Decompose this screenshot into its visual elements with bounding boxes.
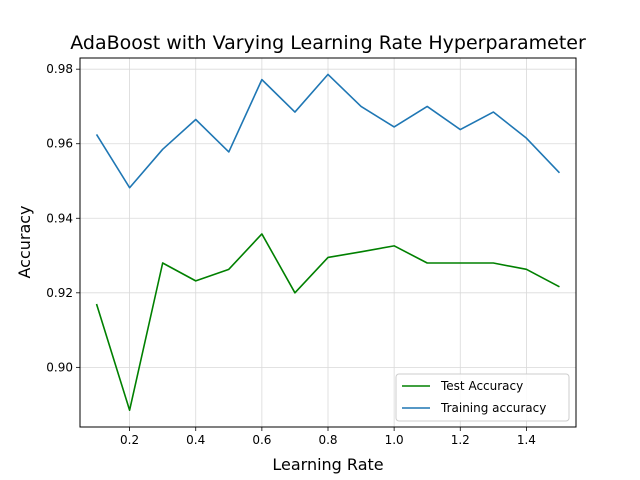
axis-ticks: 0.2 0.4 0.6 0.8 1.0 1.2 1.4 0.90 0.92 0.94 0.96 0.9…: [46, 62, 536, 447]
y-tick-label: 0.96: [46, 137, 73, 151]
y-tick-label: 0.94: [46, 211, 73, 225]
chart-title: AdaBoost with Varying Learning Rate Hype…: [70, 32, 586, 54]
legend-label-test-accuracy: Test Accuracy: [440, 379, 523, 393]
x-tick-label: 0.8: [318, 433, 337, 447]
x-tick-label: 0.6: [252, 433, 271, 447]
legend-label-training-accuracy: Training accuracy: [440, 401, 546, 415]
x-tick-label: 0.4: [186, 433, 205, 447]
series-line-test-accuracy: [95, 233, 560, 412]
grid: [80, 58, 576, 427]
y-tick-label: 0.90: [46, 360, 73, 374]
x-tick-label: 1.0: [385, 433, 404, 447]
series-line-training-accuracy: [95, 73, 561, 189]
y-axis-label: Accuracy: [15, 205, 34, 278]
y-tick-label: 0.92: [46, 286, 73, 300]
x-tick-label: 1.2: [451, 433, 470, 447]
legend: Test Accuracy Training accuracy: [395, 373, 570, 422]
x-axis-label: Learning Rate: [272, 455, 383, 474]
series: [95, 73, 561, 412]
legend-box: [395, 373, 570, 422]
x-tick-label: 0.2: [120, 433, 139, 447]
x-tick-label: 1.4: [517, 433, 536, 447]
y-tick-label: 0.98: [46, 62, 73, 76]
